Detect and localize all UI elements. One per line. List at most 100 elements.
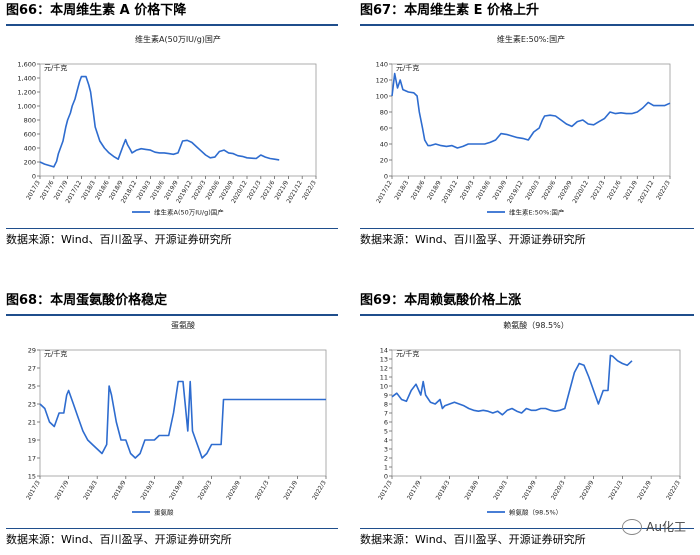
y-tick-label: 6 bbox=[384, 419, 388, 427]
y-tick-label: 29 bbox=[28, 347, 36, 355]
plot-frame bbox=[39, 349, 327, 477]
y-tick-label: 5 bbox=[384, 428, 388, 436]
y-tick-label: 4 bbox=[384, 437, 388, 445]
y-tick-label: 1,000 bbox=[17, 103, 36, 111]
x-tick-label: 2018/3 bbox=[82, 479, 99, 501]
x-tick-label: 2018/9 bbox=[426, 179, 443, 201]
y-tick-label: 80 bbox=[380, 109, 388, 117]
chart: 维生素A(50万IU/g)国产 元/千克 0 200 400 600 800 1,000 1,2… bbox=[6, 26, 338, 224]
series-line bbox=[391, 72, 671, 149]
x-tick-label: 2020/12 bbox=[571, 179, 590, 204]
title-rule bbox=[360, 314, 694, 316]
watermark: Au化工 bbox=[622, 518, 686, 535]
x-tick-label: 2021/6 bbox=[606, 179, 623, 201]
chart-title: 蛋氨酸 bbox=[171, 320, 195, 330]
y-tick-label: 12 bbox=[380, 365, 388, 373]
title-rule bbox=[6, 314, 338, 316]
x-tick-label: 2020/3 bbox=[197, 479, 214, 501]
x-tick-label: 2020/9 bbox=[225, 479, 242, 501]
chart-title: 维生素E:50%:国产 bbox=[497, 34, 565, 44]
x-tick-label: 2019/9 bbox=[168, 479, 185, 501]
y-tick-label: 27 bbox=[28, 365, 36, 373]
title-rule bbox=[360, 24, 694, 26]
x-tick-label: 2022/3 bbox=[311, 479, 328, 501]
plot-frame bbox=[391, 63, 671, 177]
panel-title: 图68：本周蛋氨酸价格稳定 bbox=[6, 293, 168, 308]
y-tick-label: 9 bbox=[384, 392, 388, 400]
x-tick-label: 2017/3 bbox=[25, 479, 42, 501]
wechat-icon bbox=[622, 518, 643, 535]
y-tick-label: 1 bbox=[384, 464, 388, 472]
x-tick-label: 2018/3 bbox=[435, 479, 452, 501]
panel-title: 图69：本周赖氨酸价格上涨 bbox=[360, 293, 522, 308]
y-tick-label: 0 bbox=[32, 173, 36, 181]
x-tick-label: 2021/9 bbox=[622, 179, 639, 201]
chart-title: 赖氨酸（98.5%） bbox=[503, 320, 568, 330]
x-tick-label: 2020/3 bbox=[550, 479, 567, 501]
series-line bbox=[39, 380, 326, 459]
chart: 蛋氨酸 元/千克 15 17 19 21 23 25 27 29 2017/3 2017/9 2018/… bbox=[6, 316, 338, 524]
panel-title: 图66：本周维生素 A 价格下降 bbox=[6, 3, 187, 18]
chart: 赖氨酸（98.5%） 元/千克 0 1 2 3 4 5 6 7 8 9 10 11 12 13 14 2017/3… bbox=[360, 316, 694, 524]
x-tick-label: 2021/9 bbox=[283, 479, 300, 501]
panel-title: 图67：本周维生素 E 价格上升 bbox=[360, 3, 540, 18]
y-tick-label: 11 bbox=[380, 374, 388, 382]
x-tick-label: 2020/9 bbox=[557, 179, 574, 201]
x-tick-label: 2017/12 bbox=[375, 179, 394, 204]
y-tick-label: 25 bbox=[28, 383, 36, 391]
x-tick-label: 2019/3 bbox=[459, 179, 476, 201]
x-tick-label: 2022/3 bbox=[301, 179, 318, 201]
x-tick-label: 2022/3 bbox=[655, 179, 672, 201]
x-tick-label: 2018/6 bbox=[410, 179, 427, 201]
y-tick-label: 800 bbox=[24, 117, 36, 125]
x-tick-label: 2018/9 bbox=[464, 479, 481, 501]
x-tick-label: 2019/3 bbox=[492, 479, 509, 501]
x-tick-label: 2021/3 bbox=[608, 479, 625, 501]
y-tick-label: 19 bbox=[28, 437, 36, 445]
panel-fig68: 图68：本周蛋氨酸价格稳定 蛋氨酸 元/千克 15 17 19 21 23 25 27 29 201… bbox=[6, 290, 338, 555]
legend-label: 维生素A(50万IU/g)国产 bbox=[154, 208, 224, 217]
y-tick-label: 10 bbox=[380, 383, 388, 391]
x-tick-label: 2017/3 bbox=[377, 479, 394, 501]
x-tick-label: 2019/6 bbox=[475, 179, 492, 201]
y-tick-label: 23 bbox=[28, 401, 36, 409]
chart-title: 维生素A(50万IU/g)国产 bbox=[135, 34, 221, 44]
panel-fig69: 图69：本周赖氨酸价格上涨 赖氨酸（98.5%） 元/千克 0 1 2 3 4 5 6 7 8 9 10… bbox=[360, 290, 694, 555]
x-tick-label: 2019/12 bbox=[506, 179, 525, 204]
series-line bbox=[39, 75, 280, 168]
x-tick-label: 2017/9 bbox=[54, 479, 71, 501]
x-tick-label: 2018/9 bbox=[111, 479, 128, 501]
y-tick-label: 200 bbox=[24, 159, 36, 167]
y-tick-label: 21 bbox=[28, 419, 36, 427]
x-tick-label: 2017/9 bbox=[406, 479, 423, 501]
unit-label: 元/千克 bbox=[396, 349, 419, 358]
y-tick-label: 1,200 bbox=[17, 89, 36, 97]
unit-label: 元/千克 bbox=[44, 349, 67, 358]
y-tick-label: 8 bbox=[384, 401, 388, 409]
source-note: 数据来源：Wind、百川盈孚、开源证券研究所 bbox=[6, 228, 338, 247]
x-tick-label: 2020/3 bbox=[524, 179, 541, 201]
legend-label: 赖氨酸（98.5%） bbox=[509, 508, 562, 517]
title-rule bbox=[6, 24, 338, 26]
x-tick-label: 2018/12 bbox=[441, 179, 460, 204]
y-tick-label: 7 bbox=[384, 410, 388, 418]
plot-frame bbox=[391, 349, 681, 477]
series-line bbox=[391, 354, 633, 416]
x-tick-label: 2019/9 bbox=[521, 479, 538, 501]
x-tick-label: 2019/9 bbox=[492, 179, 509, 201]
source-note: 数据来源：Wind、百川盈孚、开源证券研究所 bbox=[360, 528, 694, 547]
y-tick-label: 1,600 bbox=[17, 61, 36, 69]
x-tick-label: 2018/3 bbox=[393, 179, 410, 201]
y-tick-label: 1,400 bbox=[17, 75, 36, 83]
y-tick-label: 0 bbox=[384, 173, 388, 181]
legend-label: 蛋氨酸 bbox=[154, 508, 174, 517]
panel-fig66: 图66：本周维生素 A 价格下降 维生素A(50万IU/g)国产 元/千克 0 200… bbox=[6, 0, 338, 250]
y-tick-label: 3 bbox=[384, 446, 388, 454]
x-tick-label: 2021/3 bbox=[254, 479, 271, 501]
y-tick-label: 15 bbox=[28, 473, 36, 481]
chart-svg: 维生素E:50%:国产元/千克0204060801001201402017/12… bbox=[375, 34, 672, 217]
source-note: 数据来源：Wind、百川盈孚、开源证券研究所 bbox=[6, 528, 338, 547]
y-tick-label: 60 bbox=[380, 125, 388, 133]
watermark-text: Au化工 bbox=[646, 520, 686, 534]
